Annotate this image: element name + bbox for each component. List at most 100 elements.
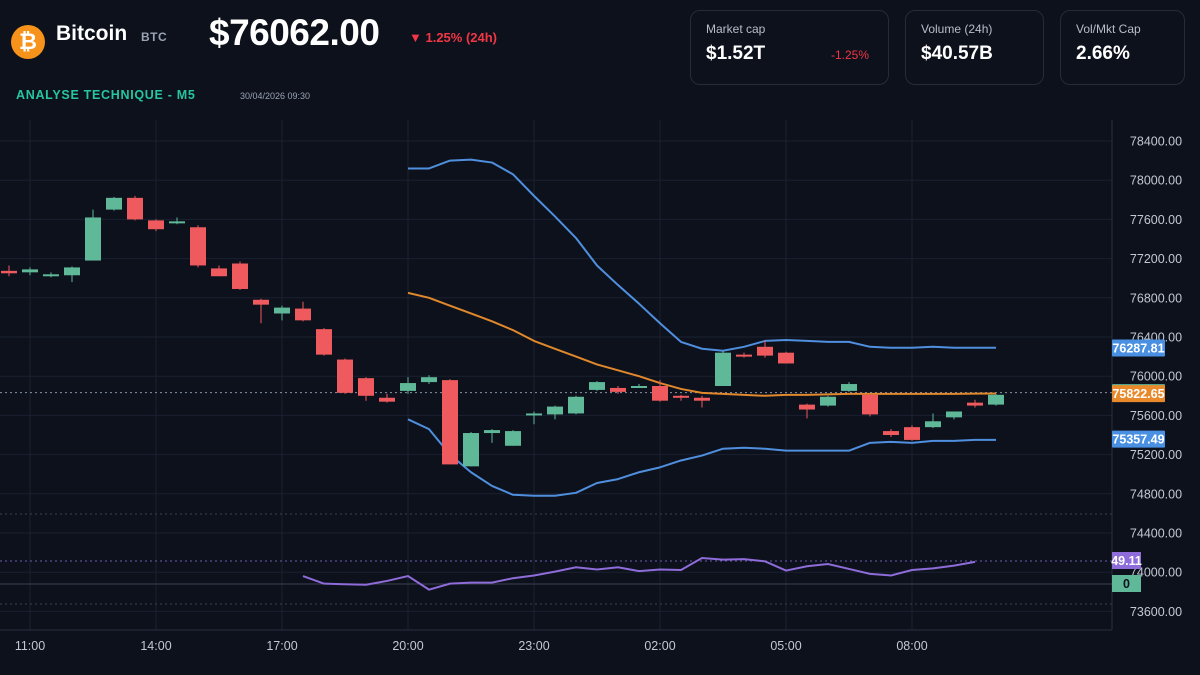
price-axis-label: 75600.00 <box>1130 409 1182 423</box>
candle-body <box>988 394 1004 405</box>
candle-body <box>925 421 941 428</box>
candle-body <box>274 307 290 314</box>
price-axis-label: 74400.00 <box>1130 527 1182 541</box>
candle <box>400 377 416 394</box>
candle-body <box>673 395 689 398</box>
candle-body <box>127 197 143 220</box>
candle-body <box>316 329 332 355</box>
analysis-title: ANALYSE TECHNIQUE - M5 <box>16 88 196 102</box>
candle <box>232 261 248 290</box>
candle <box>85 209 101 261</box>
candle-body <box>1 270 17 274</box>
candle-body <box>778 352 794 364</box>
candle <box>799 403 815 419</box>
candle-body <box>358 378 374 396</box>
time-axis-label: 14:00 <box>140 639 171 653</box>
candle <box>988 393 1004 406</box>
candle <box>316 328 332 356</box>
time-axis-label: 20:00 <box>392 639 423 653</box>
rsi-value-tag-bg <box>1112 552 1141 569</box>
candle-body <box>211 268 227 277</box>
candle <box>484 429 500 443</box>
coin-name: Bitcoin <box>56 22 128 45</box>
candle <box>106 196 122 211</box>
candle-body <box>526 413 542 416</box>
candle-body <box>820 396 836 406</box>
time-axis-label: 05:00 <box>770 639 801 653</box>
coin-ticker: BTC <box>141 30 168 44</box>
chart-grid <box>0 120 1113 631</box>
candle <box>652 380 668 402</box>
candle-body <box>883 431 899 435</box>
candle-body <box>694 397 710 401</box>
rsi-value-tag: 49.11 <box>1111 554 1142 568</box>
price-axis-label: 77200.00 <box>1130 252 1182 266</box>
bollinger-upper-tag-bg <box>1112 339 1165 357</box>
candle <box>442 379 458 465</box>
candle <box>190 225 206 268</box>
price-axis-label: 74000.00 <box>1130 566 1182 580</box>
candle-body <box>904 427 920 440</box>
time-axis-label: 23:00 <box>518 639 549 653</box>
candle <box>526 411 542 425</box>
card-value: 2.66% <box>1076 43 1130 64</box>
candle-body <box>379 397 395 402</box>
candle <box>715 350 731 386</box>
candle-body <box>64 267 80 276</box>
rsi-line <box>302 557 976 591</box>
candle <box>883 429 899 437</box>
candle <box>337 358 353 394</box>
moving-average-line <box>407 291 997 397</box>
candle-body <box>106 197 122 210</box>
candle <box>610 386 626 394</box>
candle <box>568 395 584 415</box>
candle <box>925 413 941 429</box>
card-label: Vol/Mkt Cap <box>1076 22 1141 36</box>
candle-body <box>757 346 773 356</box>
candle-body <box>232 263 248 289</box>
candle <box>463 432 479 467</box>
bollinger-lower-line <box>407 418 996 497</box>
candle <box>757 340 773 358</box>
candle <box>505 430 521 446</box>
candle-body <box>652 386 668 401</box>
candle <box>736 352 752 358</box>
candle <box>547 405 563 420</box>
candle <box>841 382 857 392</box>
price-axis-label: 74800.00 <box>1130 487 1182 501</box>
candle <box>64 266 80 283</box>
candle-body <box>421 377 437 383</box>
candle <box>22 267 38 276</box>
price-axis-label: 76000.00 <box>1130 370 1182 384</box>
candle-body <box>148 220 164 230</box>
price-change-24h: ▼ 1.25% (24h) <box>409 30 498 45</box>
candle <box>904 425 920 441</box>
candle-body <box>169 221 185 224</box>
moving-average-tag-bg <box>1112 385 1165 403</box>
candle-body <box>862 394 878 415</box>
candle-body <box>190 227 206 266</box>
price-axis-label: 78000.00 <box>1130 174 1182 188</box>
candle <box>358 377 374 401</box>
candle <box>1 265 17 277</box>
candle <box>379 393 395 403</box>
current-price: $76062.00 <box>209 12 380 53</box>
candle <box>778 351 794 364</box>
candle-body <box>400 383 416 391</box>
candle-body <box>547 406 563 415</box>
candle-body <box>967 402 983 406</box>
candle <box>148 219 164 232</box>
time-axis-label: 02:00 <box>644 639 675 653</box>
candle-body <box>505 431 521 446</box>
time-axis: 11:00 14:00 17:00 20:00 23:00 02:00 05:00 08:00 <box>15 639 928 653</box>
candle-body <box>736 354 752 357</box>
volume-card: Volume (24h) $40.57B <box>905 10 1044 85</box>
candle <box>253 298 269 324</box>
candle <box>589 381 605 391</box>
bollinger-bands <box>407 158 997 497</box>
candle <box>274 305 290 321</box>
analysis-datetime: 30/04/2026 09:30 <box>240 91 311 101</box>
candle <box>694 395 710 408</box>
